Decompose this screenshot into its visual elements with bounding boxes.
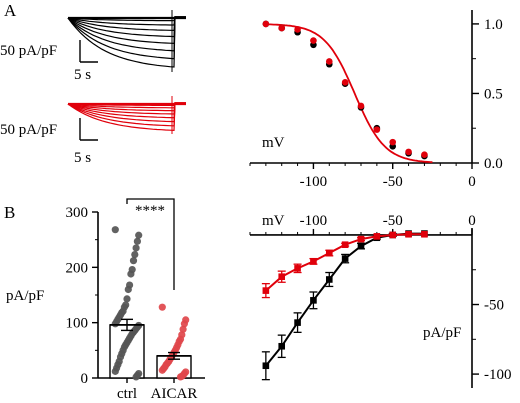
- aicar-trace-sweep: [67, 102, 186, 115]
- aicar-scale-label-time: 5 s: [74, 150, 91, 166]
- activation-red-point: [341, 79, 349, 86]
- iv-red-point: [278, 273, 286, 280]
- aicar-trace-sweep: [67, 102, 186, 123]
- iv-x-tick-label: -50: [383, 213, 403, 229]
- activation-x-tick-label: -50: [383, 174, 403, 190]
- density-point-ctrl: [111, 367, 119, 375]
- density-point-aicar: [158, 366, 166, 374]
- iv-black-point: [310, 297, 317, 304]
- aicar-current-traces: [67, 96, 186, 134]
- density-point-ctrl: [132, 244, 140, 252]
- current-density-chart: 0 100 200 300 pA/pF ctrl AICAR ****: [6, 198, 205, 402]
- density-category-label: ctrl: [117, 386, 137, 402]
- iv-x-axis-label: mV: [262, 213, 285, 229]
- density-point-ctrl: [131, 251, 139, 259]
- iv-red-point: [262, 287, 270, 294]
- activation-x-axis-label: mV: [262, 135, 285, 151]
- density-category-label: AICAR: [151, 386, 198, 402]
- activation-chart: -100 -50 0 0.0 0.5 1.0 mV: [249, 10, 503, 190]
- activation-red-point: [405, 148, 412, 156]
- iv-red-point: [405, 230, 412, 238]
- iv-x-tick-label: 0: [468, 213, 476, 229]
- iv-black-point: [357, 242, 365, 250]
- density-significance-label: ****: [135, 203, 165, 219]
- activation-red-point: [421, 151, 428, 158]
- activation-red-point: [357, 102, 365, 110]
- density-point-ctrl: [129, 257, 138, 265]
- density-significance-bracket: [126, 198, 175, 290]
- density-y-tick-label: 0: [81, 371, 89, 387]
- density-y-tick-label: 100: [66, 316, 89, 332]
- iv-y-axis-label: pA/pF: [423, 325, 461, 341]
- iv-red-point: [373, 233, 381, 240]
- activation-red-point: [325, 58, 333, 65]
- density-point-ctrl: [132, 373, 140, 381]
- density-point-ctrl: [127, 270, 135, 278]
- activation-red-point: [262, 20, 270, 28]
- aicar-trace-sweep: [67, 102, 186, 132]
- aicar-trace-sweep: [67, 102, 186, 109]
- activation-boltzmann-fit: [265, 23, 433, 164]
- iv-black-point: [325, 276, 333, 283]
- aicar-scale-label-current: 50 pA/pF: [0, 122, 57, 138]
- aicar-trace-sweep: [67, 102, 186, 112]
- iv-black-point: [294, 319, 301, 326]
- density-point-aicar: [179, 325, 187, 333]
- activation-y-tick-label: 0.5: [484, 86, 503, 102]
- density-y-axis-label: pA/pF: [6, 288, 44, 304]
- iv-red-point: [310, 258, 317, 265]
- panel-label-b: B: [4, 203, 15, 222]
- activation-x-tick-label: -100: [300, 174, 328, 190]
- activation-red-point: [294, 26, 301, 33]
- ctrl-trace-sweep: [67, 16, 186, 52]
- activation-red-point: [310, 37, 317, 44]
- iv-red-point: [294, 265, 301, 272]
- iv-black-point: [341, 255, 349, 262]
- iv-black-line: [265, 232, 425, 367]
- density-point-aicar: [158, 303, 166, 311]
- ctrl-scale-label-current: 50 pA/pF: [0, 43, 57, 59]
- activation-red-point: [373, 126, 381, 133]
- iv-red-point: [357, 235, 365, 243]
- iv-y-tick-label: -100: [484, 367, 512, 383]
- ctrl-scale-label-time: 5 s: [74, 67, 91, 83]
- iv-red-point: [421, 230, 428, 238]
- ctrl-current-traces: [67, 10, 186, 72]
- activation-y-tick-label: 0.0: [484, 156, 503, 172]
- density-y-tick-label: 300: [66, 205, 89, 221]
- density-y-tick-label: 200: [66, 260, 89, 276]
- iv-black-point: [278, 342, 286, 350]
- activation-y-tick-label: 1.0: [484, 17, 503, 33]
- aicar-trace-sweep: [67, 102, 186, 119]
- ctrl-trace-sweep: [67, 16, 186, 45]
- density-point-ctrl: [111, 226, 119, 234]
- ctrl-trace-sweep: [67, 16, 186, 26]
- iv-x-tick-label: -100: [300, 213, 328, 229]
- density-point-aicar: [176, 373, 185, 381]
- ctrl-trace-sweep: [67, 16, 186, 32]
- iv-black-point: [262, 362, 270, 370]
- density-point-aicar: [180, 320, 188, 328]
- activation-red-point: [389, 138, 397, 146]
- density-point-ctrl: [111, 320, 119, 328]
- ctrl-trace-sweep: [67, 16, 186, 68]
- density-point-ctrl: [133, 237, 141, 245]
- density-point-ctrl: [135, 231, 143, 239]
- aicar-trace-sweep: [67, 102, 186, 127]
- iv-red-point: [341, 241, 349, 248]
- density-point-ctrl: [124, 285, 132, 294]
- ctrl-trace-sweep: [67, 16, 186, 60]
- iv-y-tick-label: -50: [484, 298, 504, 314]
- iv-red-point: [389, 231, 397, 239]
- activation-red-point: [278, 24, 286, 32]
- iv-red-point: [325, 249, 333, 257]
- density-point-ctrl: [123, 295, 131, 303]
- activation-x-tick-label: 0: [468, 174, 476, 190]
- ctrl-trace-sweep: [67, 16, 186, 38]
- iv-chart: -100 -50 0 -100 -50 mV pA/pF: [249, 213, 512, 388]
- panel-label-a: A: [4, 1, 17, 20]
